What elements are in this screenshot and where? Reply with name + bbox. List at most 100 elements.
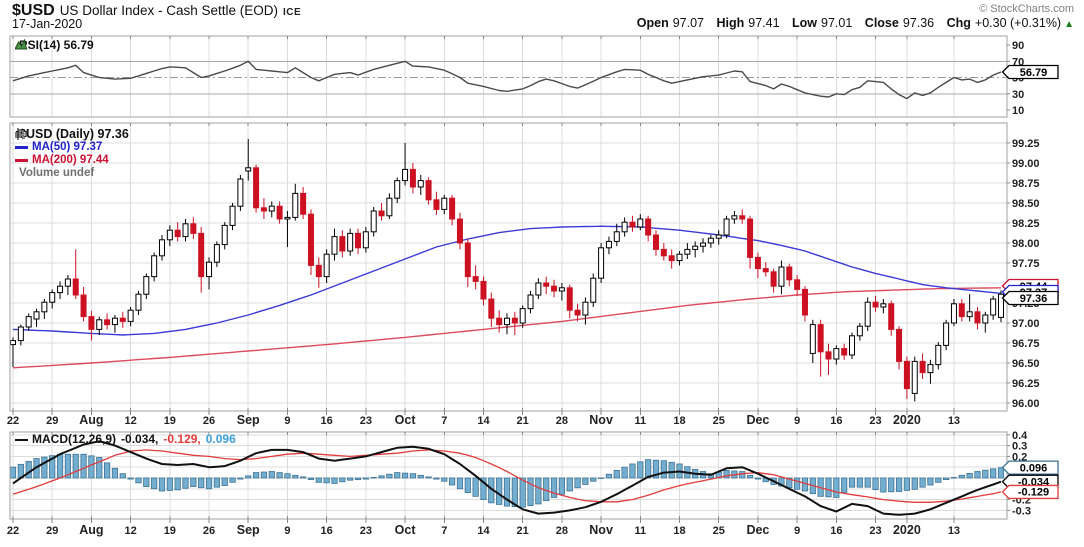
svg-text:28: 28 — [556, 525, 568, 537]
candle — [911, 360, 918, 394]
svg-text:22: 22 — [7, 415, 19, 427]
macd-signal-tag: -0.129 — [1001, 484, 1059, 500]
macd-histogram-bar — [754, 477, 762, 480]
macd-legend: MACD(12,26,9) -0.034, -0.129, 0.096 — [15, 433, 236, 446]
volume-legend-label: Volume undef — [19, 167, 95, 179]
candle — [245, 167, 252, 172]
candle — [10, 340, 16, 346]
svg-text:9: 9 — [794, 415, 800, 427]
candle — [355, 232, 362, 249]
macd-histogram-bar — [950, 477, 958, 479]
candle — [127, 309, 134, 322]
svg-text:98.50: 98.50 — [1012, 198, 1040, 210]
svg-text:0.096: 0.096 — [1020, 462, 1048, 474]
svg-text:Sep: Sep — [237, 523, 260, 537]
macd-histogram-bar — [943, 477, 950, 481]
macd-histogram-bar — [927, 477, 934, 486]
macd-histogram-bar — [307, 477, 315, 481]
candle — [935, 344, 942, 366]
macd-histogram-bar — [441, 477, 448, 482]
macd-histogram-bar — [723, 470, 730, 479]
svg-text:7: 7 — [441, 525, 447, 537]
macd-histogram-bar — [974, 471, 981, 479]
candle — [715, 234, 722, 239]
svg-text:0.2: 0.2 — [1012, 451, 1027, 463]
candle — [300, 192, 307, 215]
candle — [49, 292, 56, 303]
macd-histogram-bar — [386, 473, 393, 479]
svg-text:16: 16 — [321, 415, 333, 427]
ma50-line-icon — [15, 146, 28, 149]
macd-histogram-bar — [496, 477, 503, 505]
svg-text:-0.129: -0.129 — [1018, 487, 1049, 499]
candle — [347, 232, 354, 252]
candle — [762, 268, 769, 273]
macd-histogram-bar — [527, 477, 534, 506]
macd-histogram-bar — [629, 463, 636, 479]
candle — [974, 311, 981, 324]
candle — [504, 317, 510, 326]
svg-text:25: 25 — [713, 525, 725, 537]
macd-histogram-bar — [645, 459, 652, 479]
candle — [574, 309, 581, 316]
svg-text:2020: 2020 — [893, 523, 921, 537]
candle — [676, 253, 683, 262]
macd-histogram-bar — [825, 477, 832, 498]
candle — [990, 298, 997, 316]
macd-panel: 0.40.30.20.10.0-0.1-0.2-0.32229Aug121926… — [7, 430, 1059, 537]
candle — [253, 167, 260, 209]
candle — [402, 168, 409, 182]
svg-text:26: 26 — [203, 525, 215, 537]
candle — [441, 197, 448, 210]
macd-histogram-bar — [370, 477, 377, 479]
macd-histogram-bar — [637, 461, 644, 479]
svg-text:98.75: 98.75 — [1012, 178, 1040, 190]
macd-histogram-bar — [72, 453, 79, 479]
macd-histogram-bar — [135, 477, 142, 484]
macd-histogram-bar — [166, 477, 173, 491]
candle — [943, 322, 950, 346]
svg-text:21: 21 — [517, 415, 529, 427]
candle — [794, 279, 801, 290]
candle — [496, 317, 503, 326]
macd-histogram-bar — [96, 457, 103, 479]
candle — [535, 282, 542, 296]
open-label: Open — [636, 16, 669, 30]
chg-value: +0.30 (+0.31%) — [974, 16, 1062, 30]
candle — [370, 210, 377, 233]
candle — [25, 316, 32, 328]
svg-text:56.79: 56.79 — [1020, 67, 1048, 79]
candle — [543, 282, 550, 287]
candle — [323, 253, 330, 278]
low-label: Low — [792, 16, 818, 30]
svg-text:13: 13 — [948, 415, 960, 427]
candle — [284, 216, 291, 220]
macd-histogram-bar — [707, 473, 714, 479]
candle — [864, 301, 871, 327]
macd-signal-value: -0.129, — [163, 432, 201, 446]
macd-histogram-bar — [417, 474, 424, 479]
candle — [488, 298, 495, 319]
macd-histogram-bar — [958, 474, 965, 479]
svg-text:23: 23 — [869, 415, 881, 427]
macd-histogram-bar — [143, 477, 150, 488]
candle — [135, 293, 142, 311]
svg-text:11: 11 — [634, 415, 646, 427]
close-value: 97.36 — [902, 16, 935, 30]
svg-text:23: 23 — [869, 525, 881, 537]
macd-histogram-bar — [864, 477, 871, 488]
svg-text:96.00: 96.00 — [1012, 398, 1040, 410]
macd-histogram-bar — [174, 477, 181, 491]
candle — [809, 324, 816, 354]
svg-text:19: 19 — [164, 415, 176, 427]
macd-histogram-bar — [198, 477, 205, 489]
candle — [511, 317, 518, 324]
candle — [849, 335, 856, 356]
svg-text:96.75: 96.75 — [1012, 338, 1040, 350]
macd-histogram-bar — [433, 477, 440, 480]
rsi-value-tag: 56.79 — [1001, 64, 1059, 80]
exchange-label: ICE — [283, 7, 302, 18]
macd-histogram-bar — [982, 469, 989, 479]
